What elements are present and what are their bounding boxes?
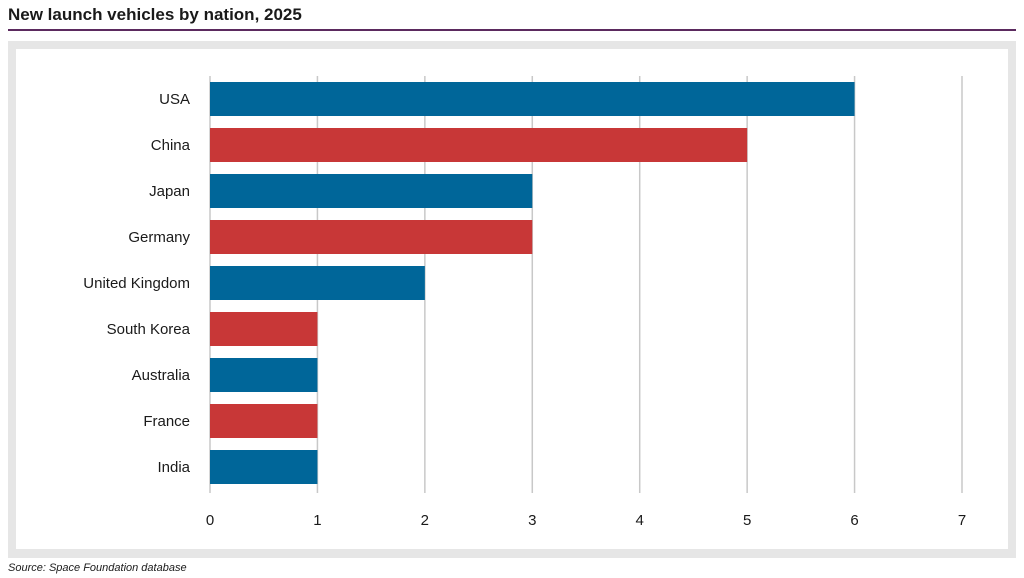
category-label: United Kingdom bbox=[83, 275, 190, 292]
x-tick-label: 1 bbox=[313, 512, 321, 529]
x-tick-label: 3 bbox=[528, 512, 536, 529]
tick-label-layer: 0 1 2 3 4 5 6 7 bbox=[206, 512, 966, 529]
x-tick-label: 2 bbox=[421, 512, 429, 529]
x-tick-label: 4 bbox=[636, 512, 644, 529]
x-tick-label: 7 bbox=[958, 512, 966, 529]
bar bbox=[210, 220, 533, 254]
x-tick-label: 5 bbox=[743, 512, 751, 529]
x-tick-label: 0 bbox=[206, 512, 214, 529]
bar bbox=[210, 174, 533, 208]
category-label: China bbox=[151, 137, 191, 154]
bar bbox=[210, 358, 318, 392]
category-label: Germany bbox=[128, 229, 190, 246]
category-label: USA bbox=[159, 91, 190, 108]
category-label: Japan bbox=[149, 183, 190, 200]
title-rule bbox=[8, 29, 1016, 31]
category-label: South Korea bbox=[107, 321, 191, 338]
chart-title: New launch vehicles by nation, 2025 bbox=[8, 5, 302, 24]
category-label: Australia bbox=[132, 367, 191, 384]
x-tick-label: 6 bbox=[850, 512, 858, 529]
chart-panel: USA China Japan Germany United Kingdom South … bbox=[16, 49, 1008, 549]
bar bbox=[210, 266, 425, 300]
bar bbox=[210, 82, 855, 116]
bar bbox=[210, 128, 748, 162]
bar-chart: USA China Japan Germany United Kingdom South … bbox=[83, 76, 966, 529]
category-label: France bbox=[143, 413, 190, 430]
bar bbox=[210, 450, 318, 484]
category-label-layer: USA China Japan Germany United Kingdom South … bbox=[83, 91, 190, 476]
category-label: India bbox=[157, 459, 190, 476]
source-note: Source: Space Foundation database bbox=[8, 562, 187, 574]
bar bbox=[210, 404, 318, 438]
chart-frame: USA China Japan Germany United Kingdom South … bbox=[8, 41, 1016, 558]
bar-layer bbox=[210, 82, 855, 484]
bar bbox=[210, 312, 318, 346]
